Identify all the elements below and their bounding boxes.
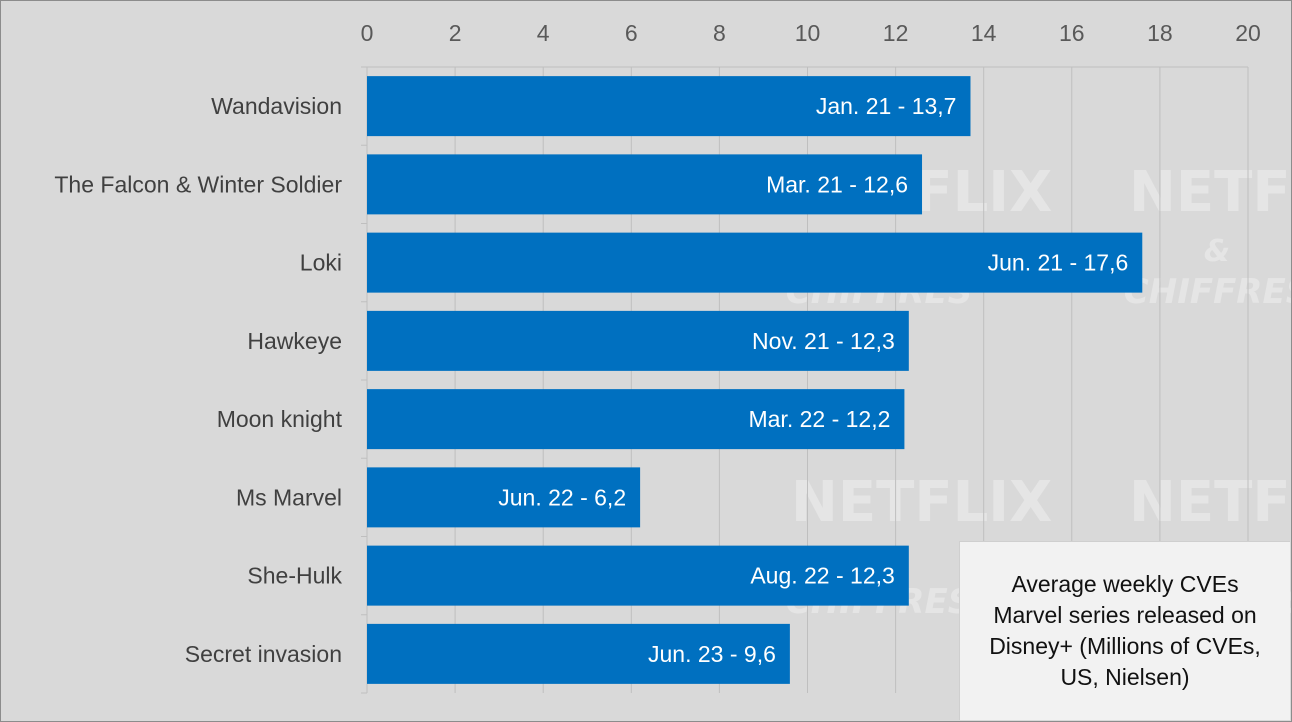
bar bbox=[367, 389, 905, 450]
x-tick-label: 10 bbox=[795, 20, 821, 46]
data-label: Mar. 22 - 12,2 bbox=[748, 406, 890, 432]
x-tick-label: 0 bbox=[361, 20, 374, 46]
category-label: Secret invasion bbox=[185, 641, 342, 667]
watermark-ampersand: & bbox=[1204, 234, 1230, 269]
category-label: Hawkeye bbox=[247, 328, 342, 354]
bar bbox=[367, 545, 909, 606]
legend-box: Average weekly CVEs Marvel series releas… bbox=[959, 541, 1290, 720]
legend-text: Average weekly CVEs Marvel series releas… bbox=[989, 571, 1261, 690]
data-label: Jun. 21 - 17,6 bbox=[988, 250, 1129, 276]
x-tick-label: 12 bbox=[883, 20, 909, 46]
x-tick-label: 20 bbox=[1235, 20, 1261, 46]
data-label: Jun. 22 - 6,2 bbox=[498, 484, 626, 510]
x-axis-ticks: 0 2 4 6 8 10 12 14 16 18 20 bbox=[361, 20, 1261, 46]
x-tick-label: 4 bbox=[537, 20, 550, 46]
bar bbox=[367, 76, 971, 137]
data-label: Jun. 23 - 9,6 bbox=[648, 641, 776, 667]
data-label: Mar. 21 - 12,6 bbox=[766, 171, 908, 197]
category-label: She-Hulk bbox=[247, 563, 342, 589]
bar bbox=[367, 154, 923, 215]
x-tick-label: 8 bbox=[713, 20, 726, 46]
x-tick-label: 14 bbox=[971, 20, 997, 46]
category-label: Moon knight bbox=[217, 406, 343, 432]
watermark-netflix: NETFLIX bbox=[1129, 470, 1291, 535]
watermark-netflix: NETFLIX bbox=[791, 470, 1052, 535]
data-label: Jan. 21 - 13,7 bbox=[816, 93, 957, 119]
bar bbox=[367, 310, 909, 371]
watermark-netflix: NETFLIX bbox=[1129, 160, 1291, 225]
bars bbox=[367, 76, 1143, 684]
data-label: Aug. 22 - 12,3 bbox=[750, 563, 895, 589]
watermark-chiffres: CHIFFRES bbox=[1124, 272, 1291, 312]
category-label: Loki bbox=[300, 250, 342, 276]
data-label: Nov. 21 - 12,3 bbox=[752, 328, 895, 354]
category-label: Ms Marvel bbox=[236, 484, 342, 510]
x-tick-label: 18 bbox=[1147, 20, 1173, 46]
category-label: Wandavision bbox=[211, 93, 342, 119]
bar bbox=[367, 467, 641, 528]
category-label: The Falcon & Winter Soldier bbox=[54, 171, 342, 197]
x-tick-label: 2 bbox=[449, 20, 462, 46]
bar bbox=[367, 623, 790, 684]
bar bbox=[367, 232, 1143, 293]
category-labels: Wandavision The Falcon & Winter Soldier Lo… bbox=[54, 93, 342, 667]
x-tick-label: 16 bbox=[1059, 20, 1085, 46]
data-labels: Jan. 21 - 13,7 Mar. 21 - 12,6 Jun. 21 - 17… bbox=[498, 93, 1128, 667]
x-tick-label: 6 bbox=[625, 20, 638, 46]
